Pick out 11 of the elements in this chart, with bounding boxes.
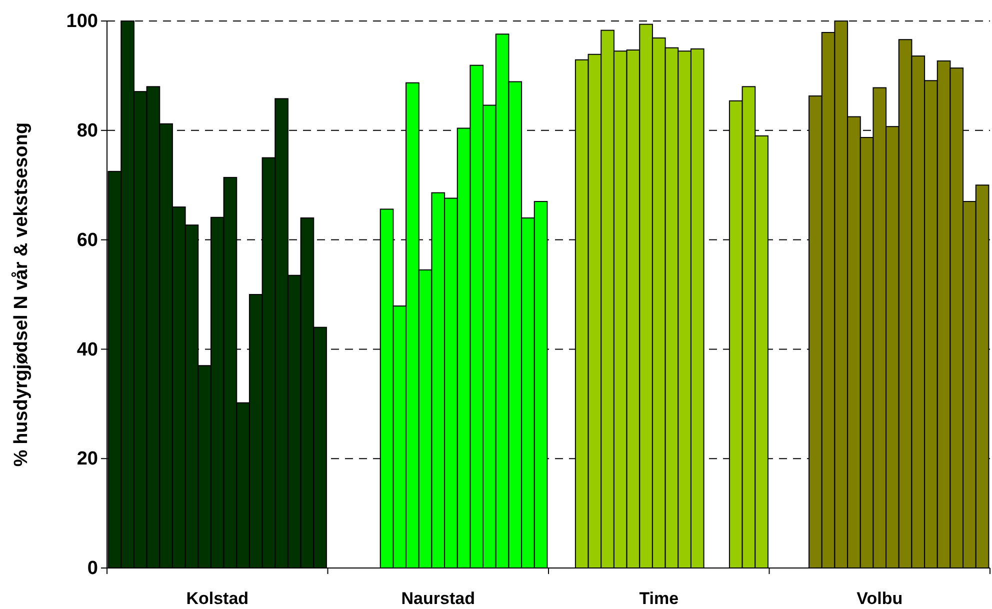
y-tick-label: 100: [66, 11, 98, 32]
x-tick-label: Naurstad: [401, 589, 475, 608]
y-tick-label: 0: [87, 558, 98, 580]
y-tick-label: 80: [76, 120, 98, 142]
y-axis-title: % husdyrgjødsel N vår & vekstsesong: [11, 122, 32, 467]
x-tick-label: Kolstad: [186, 589, 249, 608]
y-tick-label: 60: [76, 230, 98, 251]
y-tick-label: 20: [76, 448, 98, 470]
x-tick-label: Time: [639, 589, 679, 608]
x-tick-label: Volbu: [856, 589, 903, 608]
y-tick-label: 40: [76, 339, 98, 360]
